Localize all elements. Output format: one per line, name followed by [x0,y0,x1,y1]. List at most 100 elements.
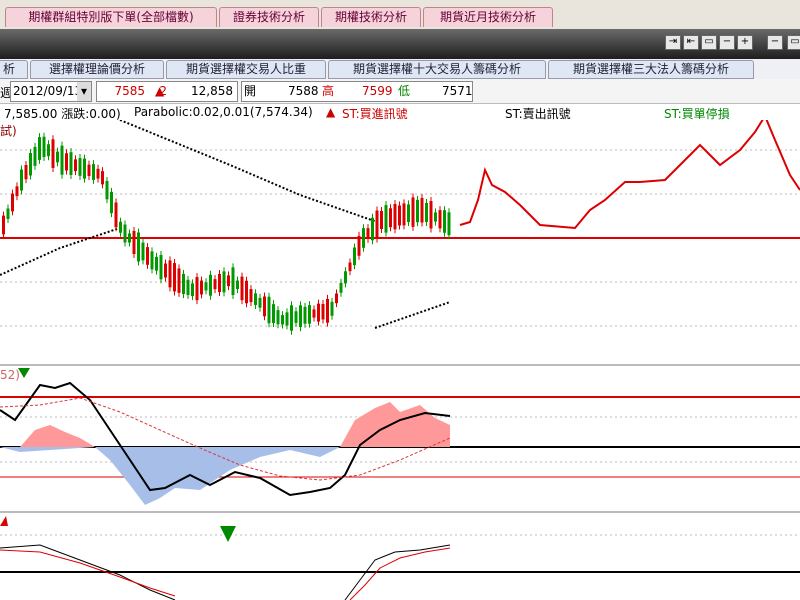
sar-line [374,301,451,329]
candle-part [96,168,100,179]
kd-line [0,544,176,600]
tab[interactable]: 選擇權理論價分析 [30,60,164,79]
kd-line [349,547,451,600]
candle-part [164,263,167,278]
candle-part [308,305,311,324]
candle-part [200,280,203,295]
candle-part [236,280,239,290]
candle-part [312,309,316,318]
candle-part [101,171,104,185]
candle-part [303,306,307,324]
candle-part [24,164,28,180]
buy-arrow: ▲ [326,105,336,119]
candle-part [348,262,352,272]
candle-part [83,158,86,179]
button[interactable]: ⇤ [683,35,699,50]
buy-signal: ST:買進訊號 [342,107,408,121]
candle-part [222,271,226,293]
candle-part [227,275,230,287]
grid [0,149,800,536]
high-label: 高 [322,84,335,98]
candle-part [375,210,379,239]
candle-part [380,210,383,230]
candle-part [254,293,257,306]
candle-part [384,205,388,233]
candle-part [110,191,113,214]
date-select[interactable]: 2012/09/13 ▾ [10,81,92,102]
osc-signal [0,397,451,481]
low: 7571 [442,84,473,98]
kd-line [344,544,451,600]
button[interactable]: − [767,35,783,50]
tab[interactable]: 期貨近月技術分析 [423,7,553,27]
candle-part [357,235,361,256]
candle-part [155,256,158,271]
candle-part [402,203,406,226]
osc-positive [340,402,450,447]
parabolic: Parabolic:0.02,0.01(7,574.34) [134,105,313,119]
tab[interactable]: 證券技術分析 [219,7,319,27]
candle-part [92,164,95,180]
candle-part [330,301,334,316]
candle-part [231,267,235,296]
tab[interactable]: 期貨選擇權十大交易人籌碼分析 [328,60,546,79]
button[interactable]: ⇥ [665,35,681,50]
candle-part [186,279,190,295]
candle-part [123,224,127,243]
button[interactable]: − [719,35,735,50]
candle-part [51,139,55,168]
candle-part [321,303,325,320]
tab[interactable]: 期貨選擇權交易人比重 [166,60,326,79]
button[interactable]: ▭ [701,35,717,50]
candle-part [344,271,347,284]
candle-part [213,279,217,290]
candle-part [15,186,19,197]
candle-part [159,254,163,280]
candle-part [443,210,446,233]
candle-part [362,228,365,248]
candle-part [60,145,64,175]
candle-part [447,212,451,236]
candle-part [11,193,14,212]
candle-part [204,282,208,291]
tab[interactable]: 期權技術分析 [321,7,421,27]
candle-part [173,263,176,292]
price: 7585 [114,84,145,98]
candle-part [240,276,244,301]
candle-part [366,228,370,239]
quote-box: 7585 ▲ 2 12,858 [96,81,238,102]
candle-part [87,164,91,177]
high: 7599 [362,84,393,98]
tab[interactable]: 期權群組特別版下單(全部檔數) [5,7,217,27]
candle-part [371,217,374,241]
candle-part [47,144,50,157]
candle-part [69,152,73,175]
marker [0,516,8,526]
stop-signal: ST:買單停損 [664,107,730,121]
candle-part [429,201,433,229]
tab[interactable]: 析 [0,60,28,79]
candle-part [168,260,172,288]
candle-part [285,312,289,326]
panel-label: 52) [0,368,20,382]
candle-part [294,311,298,323]
candle-part [389,208,392,228]
osc-line [0,381,451,497]
candle-part [141,242,145,261]
candle-part [38,137,41,160]
candle-part [132,231,136,254]
tab[interactable]: 期貨選擇權三大法人籌碼分析 [548,60,754,79]
candle-part [407,204,410,223]
open: 7588 [288,84,319,98]
candle-part [65,153,68,171]
candle-part [119,221,122,233]
candle-part [177,268,181,293]
candle-part [114,202,118,228]
change: 2 [159,84,167,98]
candle-part [420,197,424,223]
candle-part [74,159,77,172]
button[interactable]: + [737,35,753,50]
candle-part [326,298,329,323]
button[interactable]: ▭ [787,35,800,50]
